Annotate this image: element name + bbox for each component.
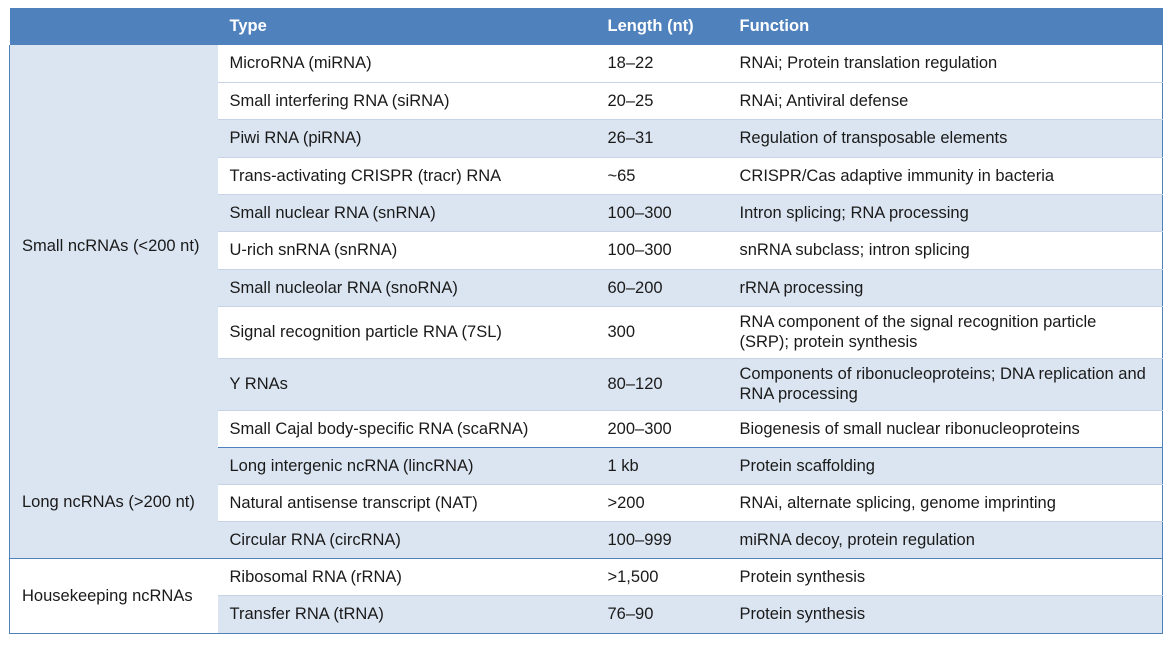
category-cell: Small ncRNAs (<200 nt) [9, 45, 218, 447]
table-row: Small nucleolar RNA (snoRNA) 60–200 rRNA… [10, 269, 1163, 307]
table-row: Small nuclear RNA (snRNA) 100–300 Intron… [10, 194, 1163, 232]
table-row: Circular RNA (circRNA) 100–999 miRNA dec… [10, 521, 1163, 559]
type-cell: Small Cajal body-specific RNA (scaRNA) [217, 410, 596, 448]
function-cell: Components of ribonucleoproteins; DNA re… [727, 358, 1163, 411]
length-cell: 80–120 [595, 358, 728, 411]
length-cell: ~65 [595, 157, 728, 195]
header-category [9, 8, 218, 45]
type-cell: Signal recognition particle RNA (7SL) [217, 306, 596, 359]
table-row: Long ncRNAs (>200 nt) Long intergenic nc… [9, 447, 1163, 559]
function-cell: RNAi; Antiviral defense [727, 82, 1163, 120]
type-cell: Transfer RNA (tRNA) [217, 595, 596, 634]
function-cell: CRISPR/Cas adaptive immunity in bacteria [727, 157, 1163, 195]
length-cell: >200 [595, 484, 728, 522]
length-cell: 300 [595, 306, 728, 359]
length-cell: 100–300 [595, 194, 728, 232]
length-cell: 18–22 [595, 45, 728, 83]
type-cell: U-rich snRNA (snRNA) [217, 231, 596, 270]
ncrna-table: Type Length (nt) Function Small ncRNAs (… [9, 8, 1163, 634]
table-row: U-rich snRNA (snRNA) 100–300 snRNA subcl… [10, 231, 1163, 270]
length-cell: 100–300 [595, 231, 728, 270]
type-cell: Circular RNA (circRNA) [217, 521, 596, 559]
length-cell: 60–200 [595, 269, 728, 307]
type-cell: Ribosomal RNA (rRNA) [217, 558, 596, 596]
length-cell: 1 kb [595, 447, 728, 485]
type-cell: Long intergenic ncRNA (lincRNA) [217, 447, 596, 485]
length-cell: 100–999 [595, 521, 728, 559]
function-cell: RNAi; Protein translation regulation [727, 45, 1163, 83]
table-row: Natural antisense transcript (NAT) >200 … [10, 484, 1163, 522]
function-cell: rRNA processing [727, 269, 1163, 307]
table-row: Transfer RNA (tRNA) 76–90 Protein synthe… [10, 595, 1163, 634]
ncrna-table-container: Type Length (nt) Function Small ncRNAs (… [9, 8, 1163, 634]
table-header: Type Length (nt) Function [9, 8, 1163, 45]
length-cell: 76–90 [595, 595, 728, 634]
table-row: Small Cajal body-specific RNA (scaRNA) 2… [10, 410, 1163, 448]
type-cell: Small nucleolar RNA (snoRNA) [217, 269, 596, 307]
function-cell: Protein synthesis [727, 595, 1163, 634]
table-row: Small ncRNAs (<200 nt) MicroRNA (miRNA) … [9, 45, 1163, 447]
function-cell: RNAi, alternate splicing, genome imprint… [727, 484, 1163, 522]
length-cell: >1,500 [595, 558, 728, 596]
type-cell: Natural antisense transcript (NAT) [217, 484, 596, 522]
header-length: Length (nt) [595, 8, 728, 45]
table-row: Signal recognition particle RNA (7SL) 30… [10, 306, 1163, 359]
function-cell: RNA component of the signal recognition … [727, 306, 1163, 359]
type-cell: MicroRNA (miRNA) [217, 45, 596, 83]
length-cell: 26–31 [595, 119, 728, 158]
function-cell: Protein synthesis [727, 558, 1163, 596]
length-cell: 200–300 [595, 410, 728, 448]
header-type: Type [217, 8, 596, 45]
table-row: Y RNAs 80–120 Components of ribonucleopr… [10, 358, 1163, 411]
category-cell: Housekeeping ncRNAs [9, 558, 218, 634]
type-cell: Piwi RNA (piRNA) [217, 119, 596, 158]
table-row: Housekeeping ncRNAs Ribosomal RNA (rRNA)… [9, 558, 1163, 634]
function-cell: Intron splicing; RNA processing [727, 194, 1163, 232]
type-cell: Trans-activating CRISPR (tracr) RNA [217, 157, 596, 195]
function-cell: Regulation of transposable elements [727, 119, 1163, 158]
category-cell: Long ncRNAs (>200 nt) [9, 447, 218, 559]
table-body: Small ncRNAs (<200 nt) MicroRNA (miRNA) … [9, 45, 1163, 634]
type-cell: Y RNAs [217, 358, 596, 411]
header-function: Function [727, 8, 1163, 45]
type-cell: Small nuclear RNA (snRNA) [217, 194, 596, 232]
table-row: Small interfering RNA (siRNA) 20–25 RNAi… [10, 82, 1163, 120]
table-row: Piwi RNA (piRNA) 26–31 Regulation of tra… [10, 119, 1163, 158]
function-cell: Biogenesis of small nuclear ribonucleopr… [727, 410, 1163, 448]
length-cell: 20–25 [595, 82, 728, 120]
function-cell: miRNA decoy, protein regulation [727, 521, 1163, 559]
type-cell: Small interfering RNA (siRNA) [217, 82, 596, 120]
function-cell: snRNA subclass; intron splicing [727, 231, 1163, 270]
function-cell: Protein scaffolding [727, 447, 1163, 485]
table-row: Trans-activating CRISPR (tracr) RNA ~65 … [10, 157, 1163, 195]
